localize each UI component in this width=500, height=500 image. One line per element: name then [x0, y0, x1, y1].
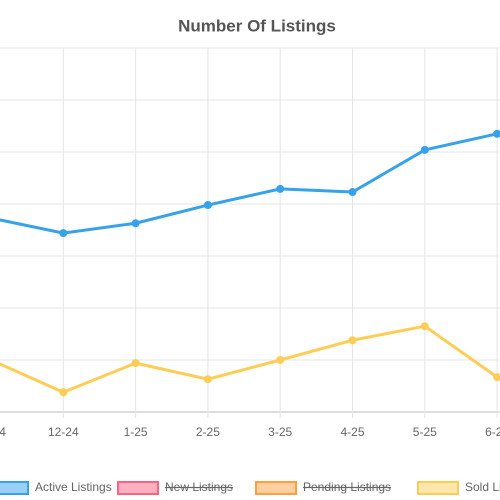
data-point: [276, 356, 285, 364]
data-point: [493, 373, 500, 382]
data-point: [348, 188, 357, 197]
legend-swatch: [255, 481, 297, 495]
legend-label: Pending Listings: [303, 480, 391, 494]
series-line: [0, 132, 498, 235]
legend-swatch: [117, 481, 159, 495]
series-line: [0, 324, 498, 394]
x-tick-label: 6-25: [485, 425, 500, 439]
data-point: [420, 145, 429, 154]
x-tick-label: 11-24: [0, 425, 6, 439]
data-point: [420, 322, 429, 331]
data-point: [203, 201, 212, 210]
data-point: [203, 375, 212, 384]
x-tick-label: 2-25: [196, 425, 220, 439]
data-point: [493, 129, 500, 138]
x-tick-label: 4-25: [340, 425, 364, 439]
data-point: [276, 184, 285, 193]
chart-title: Number Of Listings: [178, 16, 336, 35]
x-tick-label: 3-25: [268, 425, 292, 439]
legend-swatch: [0, 481, 29, 495]
data-point: [131, 219, 140, 228]
data-point: [131, 359, 140, 368]
data-point: [348, 336, 357, 345]
x-tick-label: 12-24: [48, 425, 79, 439]
x-tick-label: 1-25: [124, 425, 148, 439]
x-tick-label: 5-25: [413, 425, 437, 439]
legend-swatch: [417, 481, 459, 495]
legend-label: Sold Listings: [465, 480, 500, 494]
legend-label: New Listings: [165, 480, 233, 494]
data-point: [59, 229, 68, 238]
legend-label: Active Listings: [35, 480, 112, 494]
data-point: [59, 388, 68, 397]
